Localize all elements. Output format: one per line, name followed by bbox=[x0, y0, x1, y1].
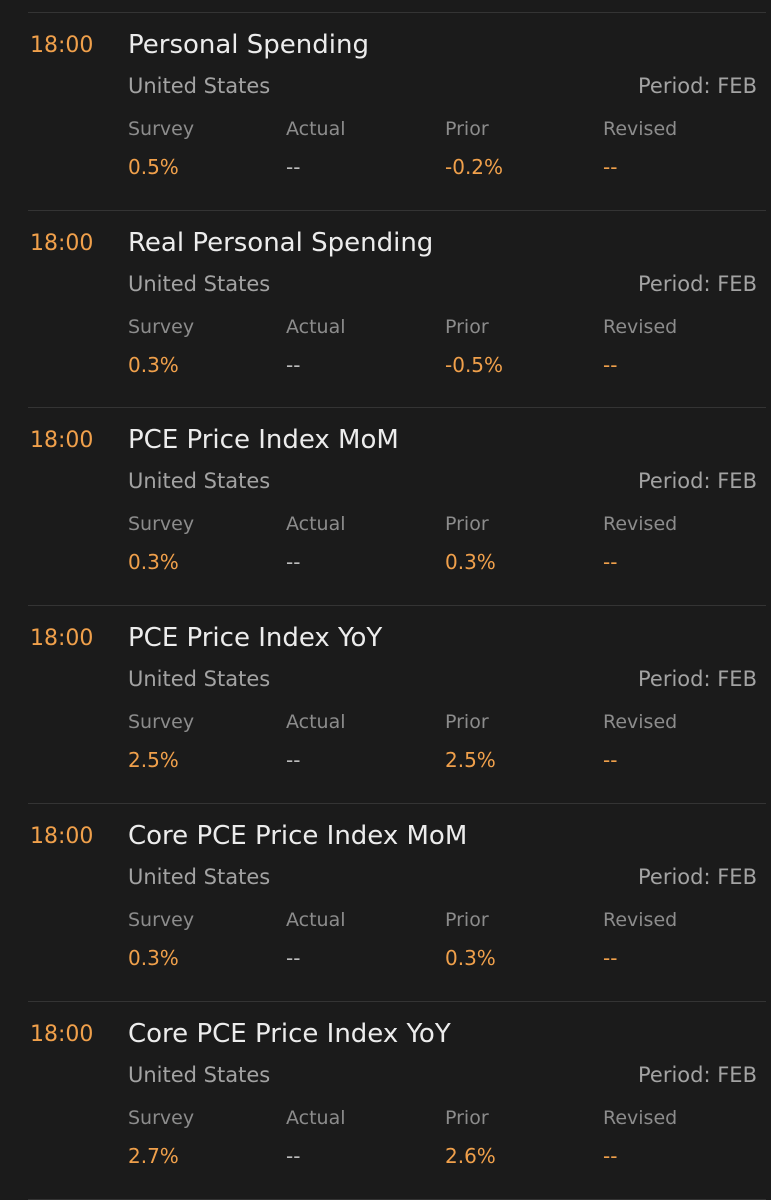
column-label: Survey bbox=[128, 908, 195, 931]
column-value: 0.3% bbox=[128, 352, 179, 377]
event-row[interactable]: 18:00 Personal Spending United States Perio… bbox=[28, 12, 766, 210]
event-time: 18:00 bbox=[30, 33, 94, 58]
column-label: Revised bbox=[603, 1106, 678, 1129]
column-value: -- bbox=[286, 352, 301, 377]
column-value: -- bbox=[286, 550, 301, 575]
column-value: -- bbox=[603, 352, 618, 377]
event-time: 18:00 bbox=[30, 823, 94, 849]
event-row[interactable]: 18:00 Core PCE Price Index MoM United Stat… bbox=[28, 802, 766, 1001]
column-value: 0.3% bbox=[128, 945, 179, 970]
column-label: Actual bbox=[286, 1106, 346, 1129]
column-value: 0.5% bbox=[128, 155, 179, 179]
column-label: Survey bbox=[128, 711, 195, 734]
column-label: Revised bbox=[603, 315, 678, 338]
event-title: Personal Spending bbox=[128, 30, 369, 60]
event-title: PCE Price Index MoM bbox=[128, 425, 399, 456]
column-value: 2.6% bbox=[445, 1143, 496, 1168]
column-value: 0.3% bbox=[445, 550, 496, 575]
column-label: Prior bbox=[445, 711, 489, 734]
column-label: Prior bbox=[445, 908, 489, 931]
event-row[interactable]: 18:00 PCE Price Index YoY United States Per… bbox=[28, 605, 766, 803]
column-label: Actual bbox=[286, 118, 346, 140]
event-country: United States bbox=[128, 469, 271, 494]
column-value: -0.2% bbox=[445, 155, 504, 179]
event-title: Core PCE Price Index YoY bbox=[128, 1018, 451, 1049]
column-label: Survey bbox=[128, 513, 195, 536]
column-value: 2.5% bbox=[128, 748, 179, 773]
column-value: 2.7% bbox=[128, 1143, 179, 1168]
event-period: Period: FEB bbox=[638, 864, 757, 889]
column-value: -- bbox=[603, 550, 618, 575]
column-value: -0.5% bbox=[445, 352, 504, 377]
event-country: United States bbox=[128, 864, 271, 889]
column-label: Revised bbox=[603, 711, 678, 734]
event-row[interactable]: 18:00 Core PCE Price Index YoY United Stat… bbox=[28, 1000, 766, 1200]
column-label: Revised bbox=[603, 908, 678, 931]
column-value: 0.3% bbox=[128, 550, 179, 575]
event-period: Period: FEB bbox=[638, 667, 757, 692]
column-value: -- bbox=[603, 1143, 618, 1168]
column-label: Actual bbox=[286, 711, 346, 734]
column-label: Survey bbox=[128, 1106, 195, 1129]
event-title: Real Personal Spending bbox=[128, 227, 434, 258]
column-value: -- bbox=[286, 748, 301, 773]
column-label: Prior bbox=[445, 118, 489, 140]
column-value: -- bbox=[286, 155, 301, 179]
column-value: -- bbox=[286, 1143, 301, 1168]
event-period: Period: FEB bbox=[638, 74, 757, 98]
column-value: -- bbox=[286, 945, 301, 970]
column-label: Revised bbox=[603, 118, 678, 140]
event-time: 18:00 bbox=[30, 428, 94, 454]
column-value: 2.5% bbox=[445, 748, 496, 773]
event-period: Period: FEB bbox=[638, 271, 757, 296]
column-value: 0.3% bbox=[445, 945, 496, 970]
column-label: Prior bbox=[445, 315, 489, 338]
event-row[interactable]: 18:00 PCE Price Index MoM United States Per… bbox=[28, 407, 766, 605]
event-time: 18:00 bbox=[30, 230, 94, 256]
event-period: Period: FEB bbox=[638, 1062, 757, 1087]
event-country: United States bbox=[128, 1062, 271, 1087]
event-country: United States bbox=[128, 271, 271, 296]
column-label: Revised bbox=[603, 513, 678, 536]
event-title: Core PCE Price Index MoM bbox=[128, 820, 468, 851]
column-label: Actual bbox=[286, 908, 346, 931]
column-label: Prior bbox=[445, 513, 489, 536]
event-row[interactable]: 18:00 Real Personal Spending United States… bbox=[28, 209, 766, 408]
column-label: Actual bbox=[286, 315, 346, 338]
event-period: Period: FEB bbox=[638, 469, 757, 494]
event-time: 18:00 bbox=[30, 1021, 94, 1047]
event-country: United States bbox=[128, 74, 271, 98]
column-value: -- bbox=[603, 155, 618, 179]
column-label: Survey bbox=[128, 118, 195, 140]
column-label: Actual bbox=[286, 513, 346, 536]
event-country: United States bbox=[128, 667, 271, 692]
column-value: -- bbox=[603, 748, 618, 773]
column-label: Prior bbox=[445, 1106, 489, 1129]
column-label: Survey bbox=[128, 315, 195, 338]
event-time: 18:00 bbox=[30, 626, 94, 652]
column-value: -- bbox=[603, 945, 618, 970]
event-title: PCE Price Index YoY bbox=[128, 623, 383, 654]
